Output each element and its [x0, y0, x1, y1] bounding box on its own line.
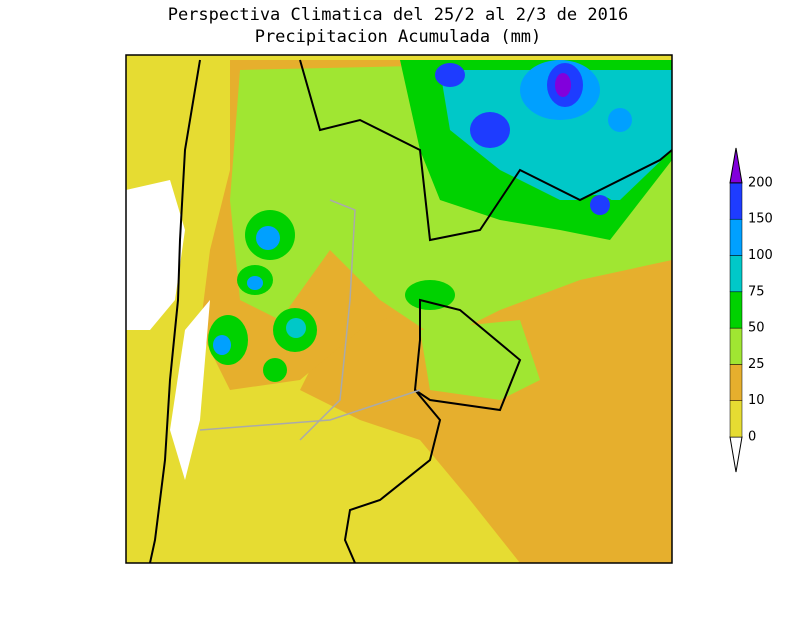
colorbar-under [729, 436, 743, 473]
title-line-2: Precipitacion Acumulada (mm) [255, 27, 542, 47]
colorbar-label: 150 [748, 212, 773, 227]
colorbar-segment [729, 218, 743, 256]
colorbar-segment [729, 182, 743, 220]
colorbar-segment [729, 291, 743, 329]
colorbar-segment [729, 364, 743, 401]
colorbar-label: 10 [748, 393, 765, 408]
colorbar-label: 0 [748, 430, 756, 445]
colorbar-segment [729, 255, 743, 293]
precip-map [126, 55, 672, 563]
colorbar-label: 75 [748, 284, 765, 299]
map-frame [125, 54, 673, 564]
colorbar-label: 200 [748, 175, 773, 190]
colorbar-over [729, 147, 743, 184]
colorbar-label: 50 [748, 321, 765, 336]
colorbar-segment [729, 400, 743, 438]
colorbar-label: 100 [748, 248, 773, 263]
colorbar-label: 25 [748, 357, 765, 372]
colorbar-segment [729, 327, 743, 365]
title-line-1: Perspectiva Climatica del 25/2 al 2/3 de… [168, 5, 629, 25]
